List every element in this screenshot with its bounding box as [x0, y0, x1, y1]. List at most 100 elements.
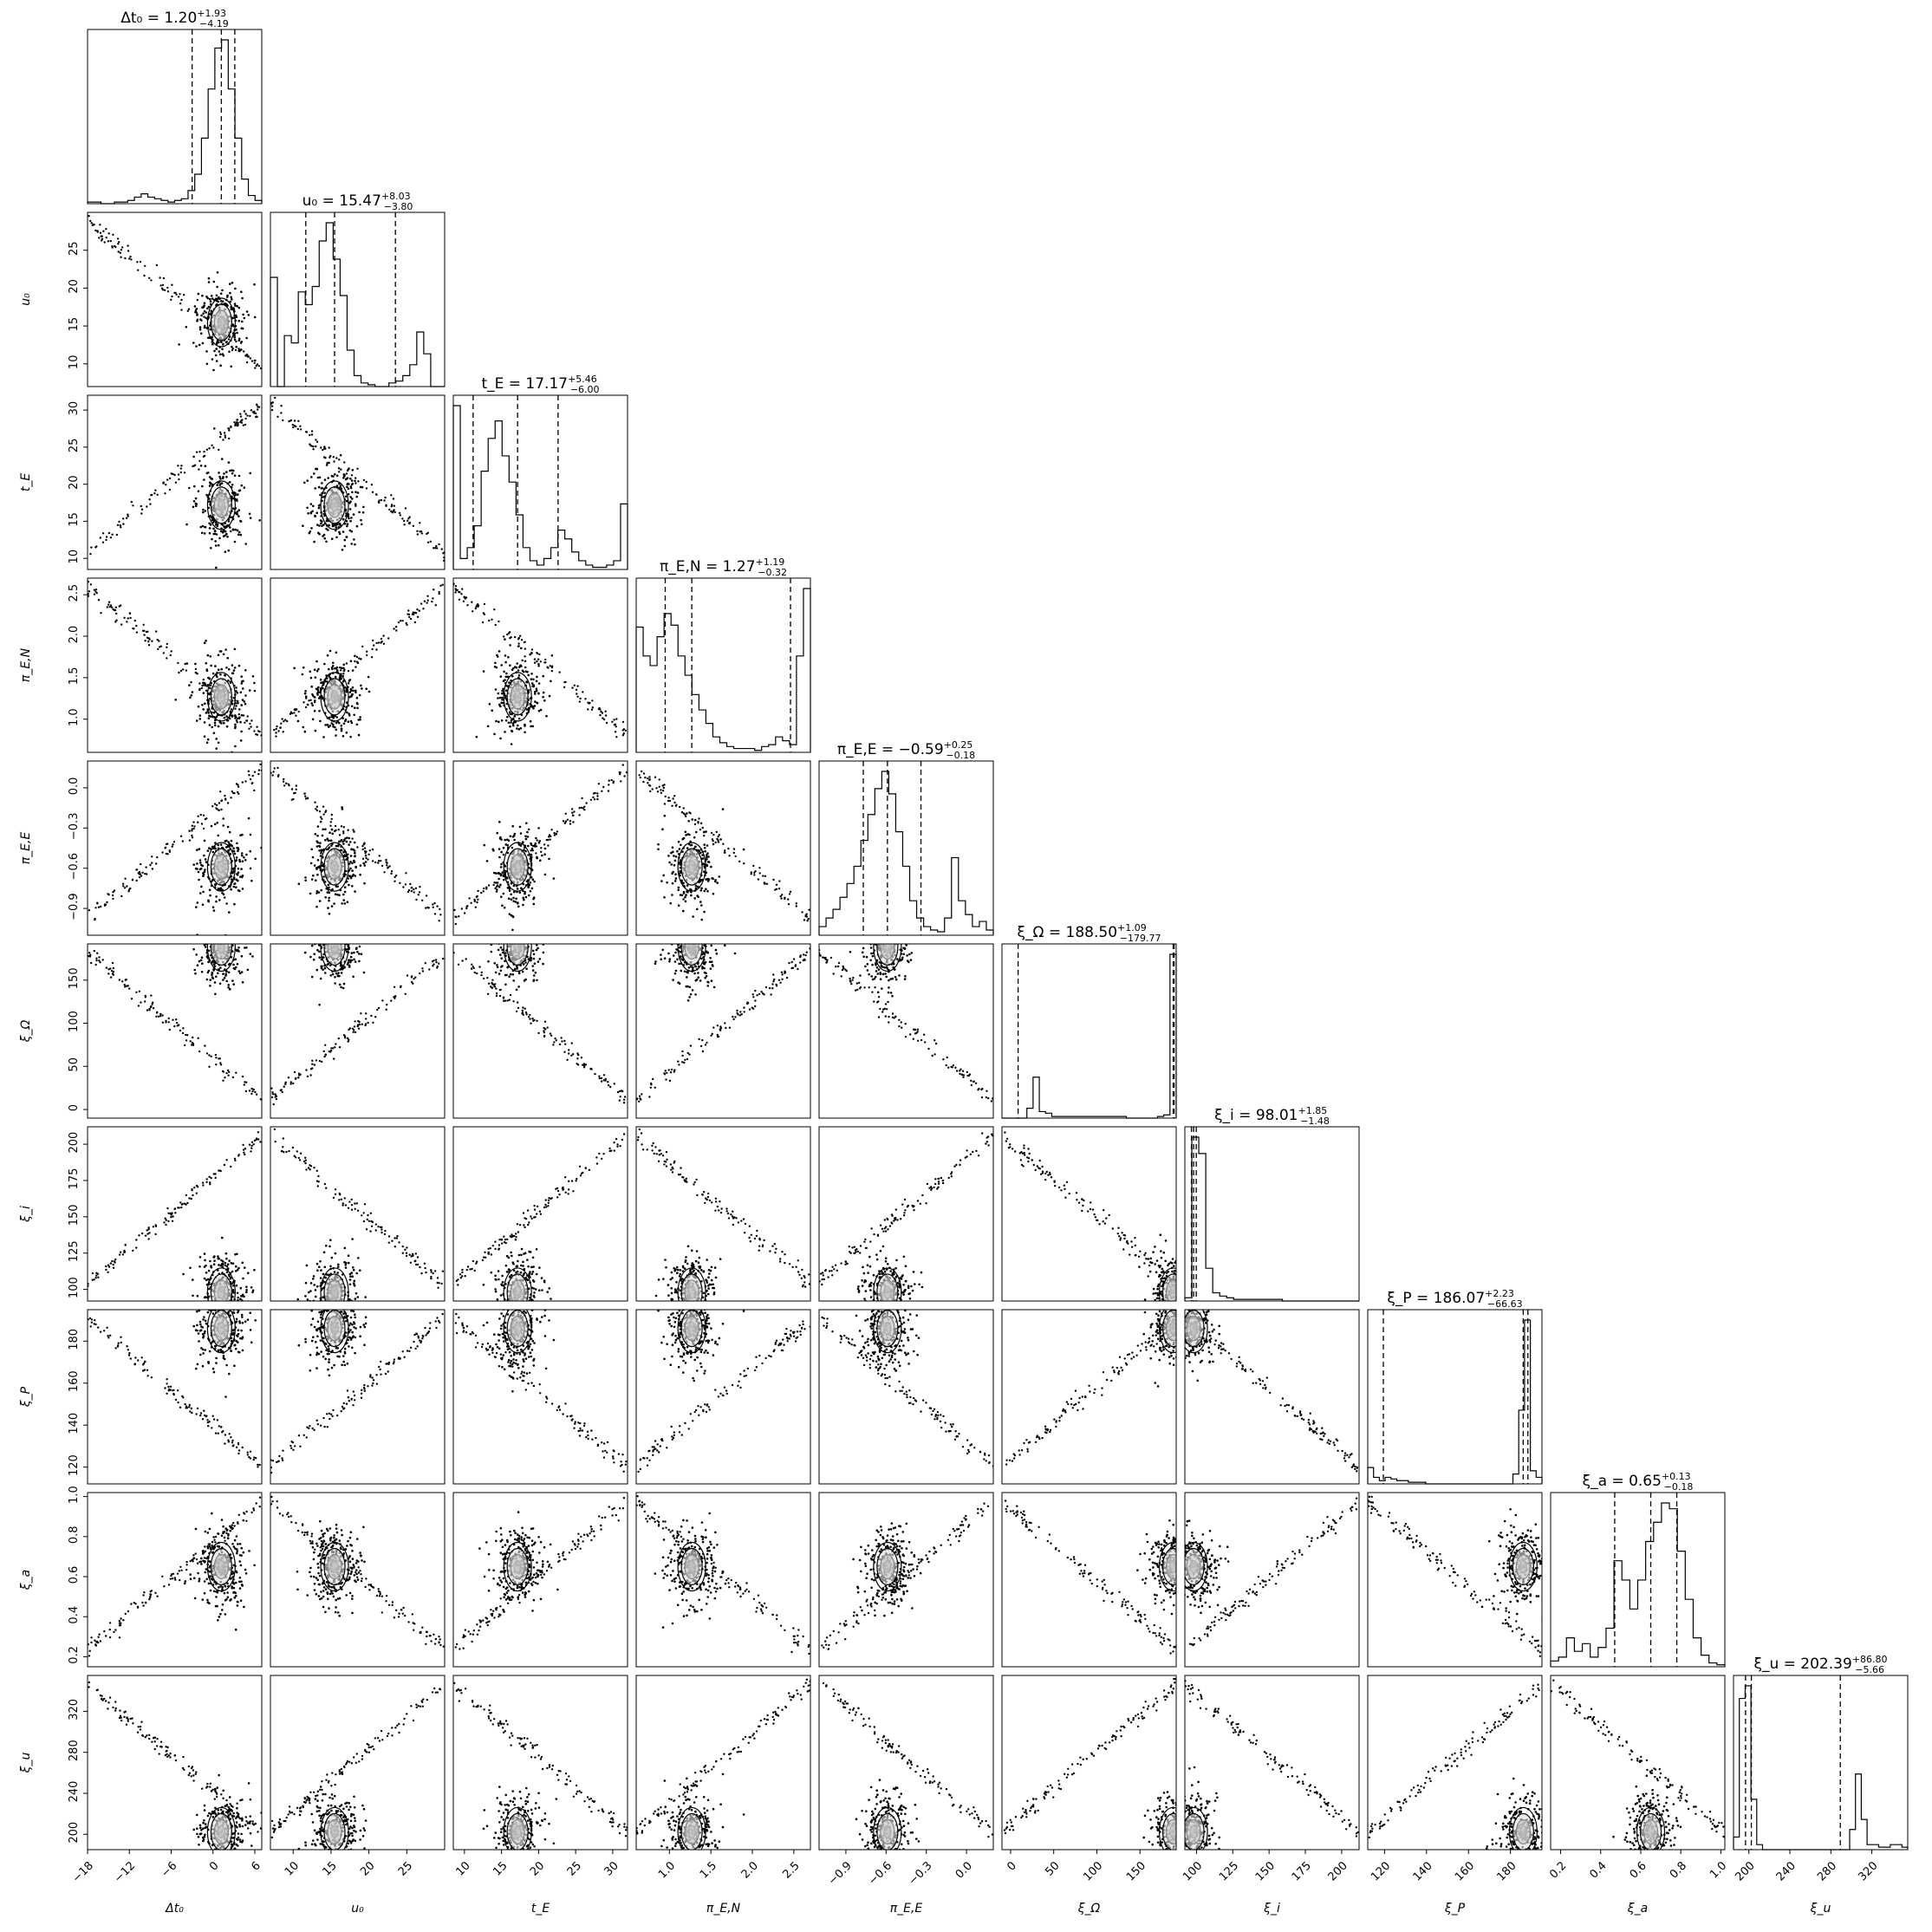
- sample-point: [234, 958, 237, 960]
- sample-point: [512, 979, 515, 982]
- histogram-xiu: ξ_u = 202.39+86.80 −5.66: [1733, 1654, 1909, 1851]
- sample-point: [530, 682, 534, 685]
- sample-point: [249, 777, 252, 781]
- sample-point: [724, 849, 726, 852]
- sample-point: [96, 230, 99, 232]
- sample-point: [221, 920, 224, 923]
- sample-point: [277, 730, 280, 732]
- sample-point: [328, 667, 330, 671]
- sample-point: [604, 710, 607, 712]
- sample-point: [255, 1093, 258, 1096]
- sample-point: [219, 843, 223, 846]
- sample-point: [621, 764, 624, 766]
- sample-point: [323, 446, 326, 448]
- histogram-step-tE: [452, 405, 628, 569]
- sample-point: [207, 899, 210, 902]
- sample-point: [515, 931, 517, 933]
- sample-point: [493, 608, 496, 611]
- sample-point: [220, 667, 223, 671]
- sample-point: [192, 947, 195, 951]
- sample-point: [322, 686, 324, 689]
- sample-point: [215, 1064, 218, 1066]
- sample-point: [217, 654, 220, 656]
- sample-point: [190, 694, 193, 697]
- sample-point: [520, 639, 524, 641]
- sample-point: [602, 718, 606, 721]
- sample-point: [356, 846, 359, 849]
- sample-point: [120, 249, 123, 251]
- sample-point: [514, 920, 517, 922]
- sample-point: [202, 692, 205, 694]
- sample-point: [434, 959, 438, 961]
- sample-point: [212, 712, 216, 714]
- sample-point: [319, 678, 322, 681]
- sample-point: [527, 673, 530, 677]
- sample-point: [580, 1057, 583, 1059]
- sample-point: [234, 287, 237, 290]
- sample-point: [225, 667, 228, 669]
- sample-point: [407, 613, 411, 616]
- sample-point: [608, 779, 610, 782]
- sample-point: [355, 491, 357, 493]
- sample-point: [531, 685, 534, 687]
- sample-point: [517, 930, 519, 933]
- sample-point: [356, 706, 359, 710]
- sample-point: [220, 940, 223, 943]
- sample-point: [499, 836, 502, 839]
- sample-point: [285, 782, 288, 785]
- sample-point: [499, 737, 502, 740]
- sample-point: [700, 918, 703, 921]
- sample-point: [525, 680, 529, 684]
- density-piEE-vs-piEN: [635, 760, 811, 936]
- sample-point: [711, 877, 713, 880]
- sample-point: [340, 825, 343, 828]
- sample-point: [784, 896, 786, 899]
- sample-point: [553, 831, 556, 835]
- sample-point: [499, 969, 503, 973]
- sample-point: [505, 876, 509, 879]
- sample-point: [305, 1069, 308, 1071]
- sample-point: [508, 681, 511, 684]
- sample-point: [700, 887, 703, 890]
- contour-level-4: [206, 842, 236, 892]
- sample-point: [533, 661, 537, 664]
- sample-point: [149, 863, 152, 867]
- sample-point: [322, 805, 325, 808]
- sample-point: [353, 841, 356, 844]
- sample-point: [757, 878, 760, 881]
- sample-point: [217, 968, 220, 971]
- histogram-step-xia: [1550, 1502, 1726, 1667]
- sample-point: [206, 307, 209, 310]
- sample-point: [155, 862, 158, 865]
- sample-point: [165, 1019, 167, 1023]
- sample-point: [185, 1033, 187, 1037]
- sample-point: [144, 264, 146, 267]
- sample-point: [547, 844, 550, 847]
- sample-point: [326, 929, 329, 932]
- sample-point: [377, 641, 381, 644]
- sample-point: [325, 680, 329, 683]
- sample-point: [503, 878, 505, 881]
- sample-point: [351, 862, 354, 865]
- sample-point: [236, 419, 239, 421]
- sample-point: [458, 598, 461, 601]
- sample-point: [308, 531, 311, 535]
- sample-point: [211, 478, 213, 480]
- sample-point: [253, 730, 256, 732]
- sample-point: [205, 861, 208, 863]
- histogram-step-piEN: [635, 588, 811, 752]
- sample-point: [239, 415, 243, 418]
- sample-point: [348, 862, 351, 865]
- sample-point: [527, 828, 530, 831]
- sample-point: [209, 300, 212, 303]
- sample-point: [296, 719, 300, 723]
- sample-point: [495, 881, 498, 884]
- sample-point: [706, 852, 709, 855]
- sample-point: [347, 929, 349, 932]
- sample-point: [195, 345, 198, 348]
- sample-point: [316, 825, 320, 828]
- sample-point: [270, 1096, 274, 1099]
- sample-point: [663, 784, 666, 786]
- sample-point: [361, 687, 363, 690]
- sample-point: [543, 847, 547, 850]
